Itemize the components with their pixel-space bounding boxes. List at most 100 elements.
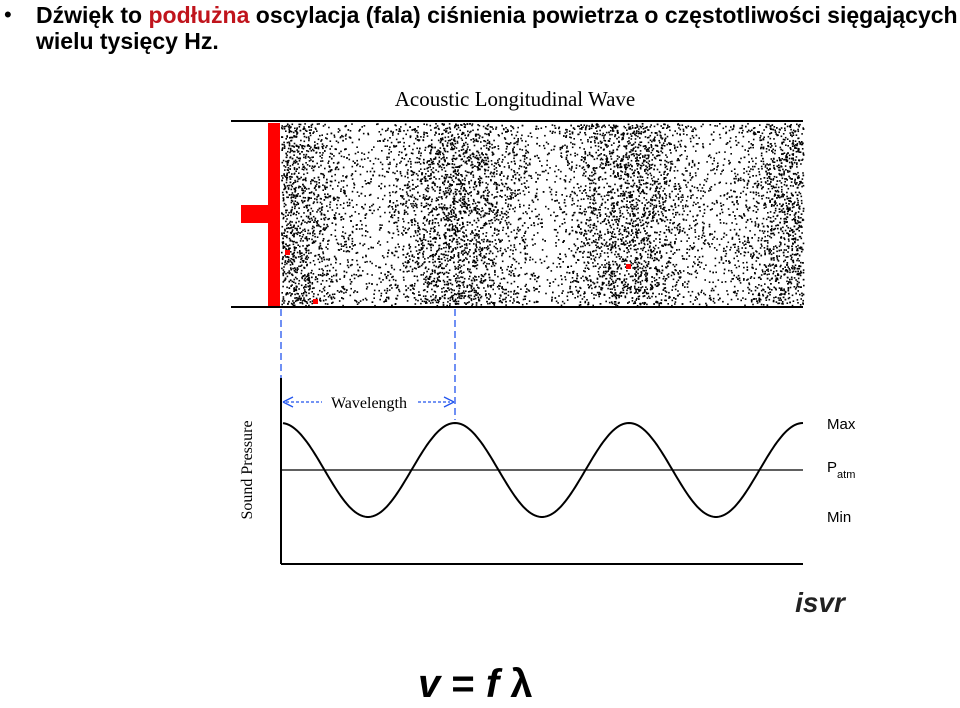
air-particle	[352, 166, 354, 168]
air-particle	[802, 148, 804, 150]
air-particle	[643, 216, 645, 218]
air-particle	[389, 280, 391, 282]
air-particle	[659, 159, 661, 161]
air-particle	[738, 266, 740, 268]
air-particle	[675, 234, 677, 236]
air-particle	[709, 188, 711, 190]
air-particle	[635, 244, 637, 246]
air-particle	[426, 132, 428, 134]
air-particle	[798, 225, 800, 227]
air-particle	[726, 253, 728, 255]
air-particle	[323, 125, 325, 127]
air-particle	[608, 125, 610, 127]
air-particle	[345, 292, 347, 294]
air-particle	[435, 300, 437, 302]
air-particle	[583, 243, 585, 245]
air-particle	[656, 251, 658, 253]
air-particle	[637, 176, 639, 178]
air-particle	[314, 145, 316, 147]
air-particle	[312, 282, 314, 284]
air-particle	[477, 162, 479, 164]
air-particle	[367, 273, 369, 275]
air-particle	[459, 298, 461, 300]
air-particle	[642, 286, 644, 288]
air-particle	[766, 124, 768, 126]
air-particle	[639, 262, 641, 264]
air-particle	[582, 246, 584, 248]
air-particle	[580, 288, 582, 290]
air-particle	[642, 302, 644, 304]
air-particle	[317, 143, 319, 145]
air-particle	[550, 131, 552, 133]
air-particle	[322, 270, 324, 272]
air-particle	[775, 187, 777, 189]
air-particle	[512, 302, 514, 304]
air-particle	[723, 250, 725, 252]
air-particle	[686, 127, 688, 129]
air-particle	[419, 195, 421, 197]
air-particle	[389, 149, 391, 151]
air-particle	[536, 189, 538, 191]
air-particle	[457, 142, 459, 144]
air-particle	[479, 185, 481, 187]
air-particle	[693, 137, 695, 139]
air-particle	[407, 193, 409, 195]
air-particle	[303, 254, 305, 256]
air-particle	[420, 163, 422, 165]
air-particle	[594, 260, 596, 262]
air-particle	[446, 217, 448, 219]
air-particle	[593, 174, 595, 176]
air-particle	[290, 264, 292, 266]
air-particle	[407, 177, 409, 179]
air-particle	[573, 177, 575, 179]
air-particle	[795, 159, 797, 161]
air-particle	[454, 247, 456, 249]
air-particle	[530, 159, 532, 161]
air-particle	[629, 213, 631, 215]
air-particle	[606, 284, 608, 286]
air-particle	[634, 301, 636, 303]
air-particle	[766, 151, 768, 153]
air-particle	[590, 285, 592, 287]
air-particle	[766, 168, 768, 170]
air-particle	[618, 297, 620, 299]
air-particle	[323, 218, 325, 220]
air-particle	[508, 222, 510, 224]
air-particle	[673, 186, 675, 188]
air-particle	[502, 291, 504, 293]
air-particle	[619, 229, 621, 231]
air-particle	[406, 271, 408, 273]
air-particle	[460, 205, 462, 207]
air-particle	[300, 299, 302, 301]
air-particle	[675, 238, 677, 240]
air-particle	[651, 296, 653, 298]
air-particle	[691, 195, 693, 197]
air-particle	[801, 203, 803, 205]
air-particle	[798, 211, 800, 213]
air-particle	[413, 143, 415, 145]
air-particle	[651, 281, 653, 283]
air-particle	[400, 171, 402, 173]
air-particle	[449, 188, 451, 190]
air-particle	[324, 193, 326, 195]
air-particle	[319, 256, 321, 258]
air-particle	[323, 288, 325, 290]
air-particle	[408, 181, 410, 183]
air-particle	[507, 178, 509, 180]
air-particle	[474, 140, 476, 142]
air-particle	[591, 172, 593, 174]
air-particle	[589, 257, 591, 259]
air-particle	[310, 301, 312, 303]
air-particle	[306, 222, 308, 224]
air-particle	[477, 264, 479, 266]
air-particle	[343, 236, 345, 238]
air-particle	[659, 242, 661, 244]
air-particle	[748, 141, 750, 143]
air-particle	[502, 208, 504, 210]
air-particle	[399, 141, 401, 143]
air-particle	[654, 137, 656, 139]
air-particle	[543, 145, 545, 147]
air-particle	[784, 178, 786, 180]
air-particle	[625, 286, 627, 288]
air-particle	[625, 169, 627, 171]
